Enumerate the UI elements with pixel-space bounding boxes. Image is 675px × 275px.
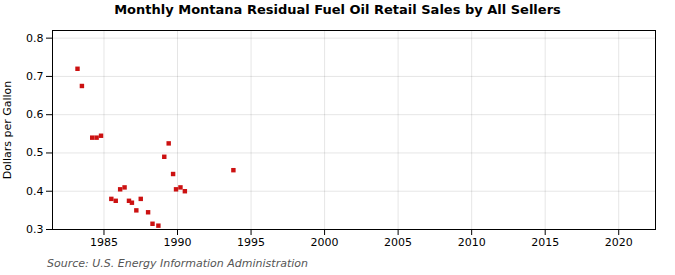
svg-text:0.7: 0.7 bbox=[26, 70, 44, 83]
svg-text:0.8: 0.8 bbox=[26, 32, 44, 45]
svg-text:2015: 2015 bbox=[531, 236, 559, 249]
svg-text:0.4: 0.4 bbox=[26, 185, 44, 198]
svg-text:2005: 2005 bbox=[384, 236, 412, 249]
svg-text:0.5: 0.5 bbox=[26, 146, 44, 159]
svg-text:Dollars per Gallon: Dollars per Gallon bbox=[1, 81, 14, 180]
svg-text:2010: 2010 bbox=[458, 236, 486, 249]
svg-text:1995: 1995 bbox=[237, 236, 265, 249]
svg-text:1990: 1990 bbox=[164, 236, 192, 249]
html-text:Monthly Montana Residual Fuel: Monthly Montana Residual Fuel Oil Retail… bbox=[114, 2, 561, 17]
html-text:Source: U.S. Energy Informatio: Source: U.S. Energy Information Administ… bbox=[47, 257, 308, 270]
svg-text:0.6: 0.6 bbox=[26, 108, 44, 121]
svg-text:2000: 2000 bbox=[311, 236, 339, 249]
svg-text:1985: 1985 bbox=[90, 236, 118, 249]
svg-text:0.3: 0.3 bbox=[26, 223, 44, 236]
svg-text:2020: 2020 bbox=[605, 236, 633, 249]
